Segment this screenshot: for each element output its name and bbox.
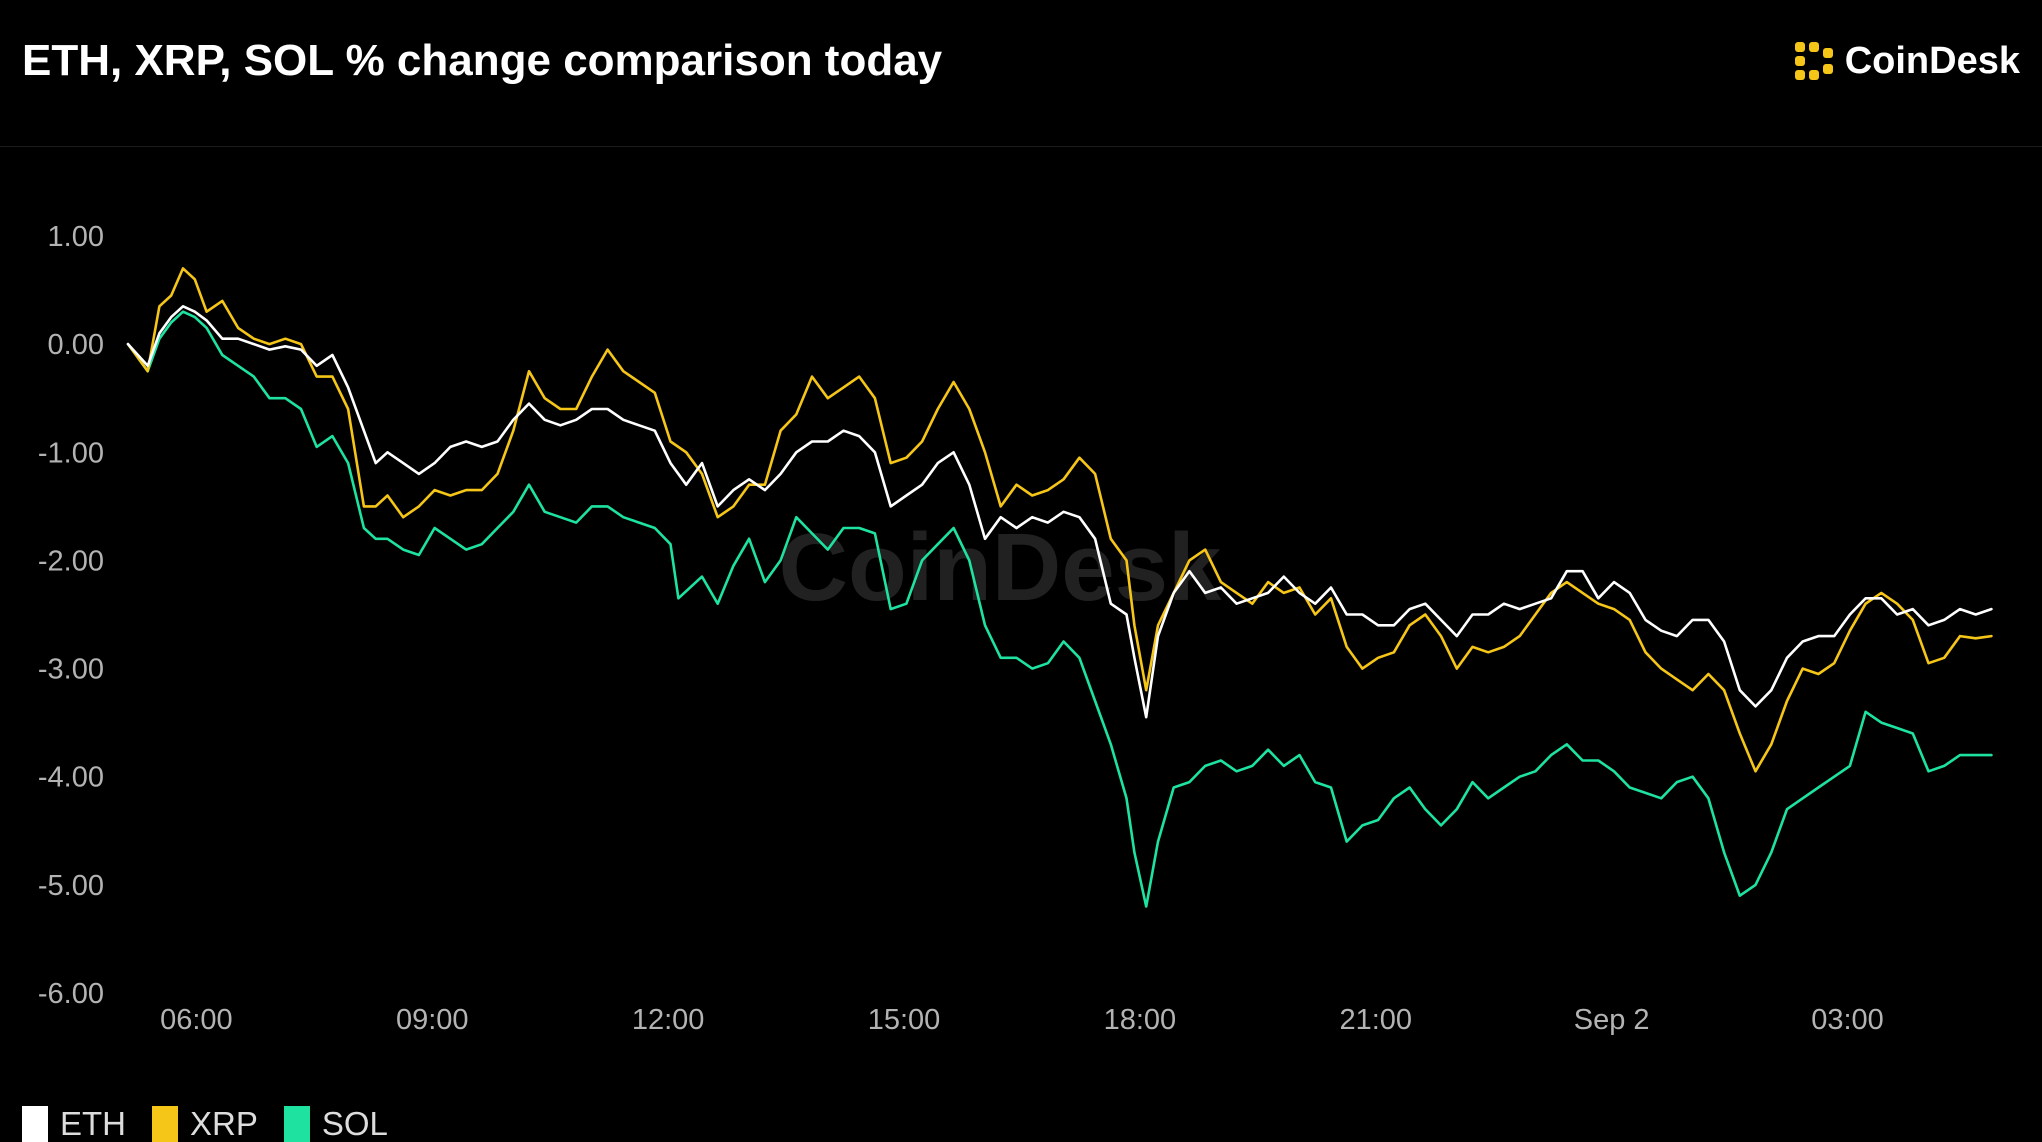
- y-tick-label: -1.00: [38, 437, 104, 469]
- y-tick-label: 1.00: [48, 221, 104, 253]
- x-tick-label: 09:00: [396, 1004, 469, 1036]
- chart-title: ETH, XRP, SOL % change comparison today: [22, 36, 943, 85]
- series-line-eth: [126, 305, 1993, 719]
- brand-logo: CoinDesk: [1793, 38, 2020, 84]
- legend-swatch: [152, 1106, 178, 1142]
- legend-swatch: [22, 1106, 48, 1142]
- chart-watermark: CoinDesk: [779, 514, 1222, 621]
- x-tick-label: 06:00: [160, 1004, 233, 1036]
- legend-label: SOL: [321, 1106, 388, 1142]
- line-chart: CoinDesk 1.00 0.00 -1.00 -2.00 -3.00 -4.00 -5.…: [38, 221, 1993, 1036]
- series-line-sol: [126, 310, 1993, 908]
- legend-label: ETH: [60, 1106, 126, 1142]
- y-tick-label: 0.00: [48, 329, 104, 361]
- x-tick-label: 12:00: [632, 1004, 705, 1036]
- chart-header: ETH, XRP, SOL % change comparison today …: [0, 0, 2042, 147]
- series-lines: [126, 267, 1993, 908]
- y-tick-label: -2.00: [38, 545, 104, 577]
- x-axis: 06:00 09:00 12:00 15:00 18:00 21:00 Sep 2 03:00: [160, 1004, 1884, 1036]
- x-tick-label: 21:00: [1339, 1004, 1412, 1036]
- x-tick-label: Sep 2: [1574, 1004, 1650, 1036]
- x-tick-label: 18:00: [1104, 1004, 1177, 1036]
- legend-item-eth: ETH: [22, 1106, 126, 1142]
- y-tick-label: -6.00: [38, 978, 104, 1010]
- y-tick-label: -5.00: [38, 870, 104, 902]
- legend-label: XRP: [190, 1106, 258, 1142]
- y-tick-label: -4.00: [38, 762, 104, 794]
- legend-item-xrp: XRP: [152, 1106, 258, 1142]
- chart-legend: ETH XRP SOL: [22, 1106, 414, 1142]
- brand-name: CoinDesk: [1844, 39, 2020, 82]
- series-line-xrp: [126, 267, 1993, 773]
- coindesk-logo-icon: [1794, 42, 1833, 80]
- x-tick-label: 15:00: [868, 1004, 941, 1036]
- y-axis: 1.00 0.00 -1.00 -2.00 -3.00 -4.00 -5.00 -6.00: [38, 221, 104, 1010]
- x-tick-label: 03:00: [1811, 1004, 1884, 1036]
- legend-swatch: [283, 1106, 310, 1142]
- legend-item-sol: SOL: [283, 1106, 388, 1142]
- y-tick-label: -3.00: [38, 654, 104, 686]
